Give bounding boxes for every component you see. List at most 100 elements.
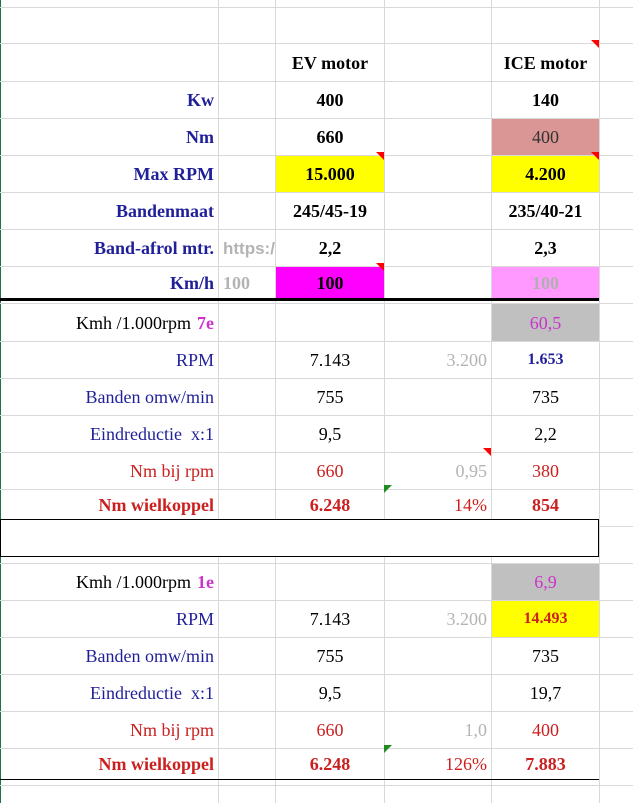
spec-extra[interactable]: https:/ [223,238,275,258]
calc-ice-value[interactable]: 14.493 [523,610,568,627]
spec-label[interactable]: Kw [187,90,214,110]
gear-title-cell[interactable]: Kmh /1.000rpm 7e [0,304,218,341]
calc-mid-value[interactable]: 14% [454,494,487,515]
calc-ev-value[interactable]: 6.248 [309,754,351,774]
gridline [0,563,633,564]
calc-label[interactable]: Nm wielkoppel [98,754,214,774]
calc-ev-value[interactable]: 660 [316,461,344,481]
spec-ice-value[interactable]: 2,3 [534,238,557,258]
calc-label[interactable]: Eindreductie x:1 [90,683,214,703]
spec-label[interactable]: Max RPM [133,164,214,184]
gridline [0,155,633,156]
calc-ev-value[interactable]: 6.248 [309,494,351,515]
comment-indicator [384,485,392,493]
calc-ice-value[interactable]: 2,2 [534,424,557,444]
spec-label[interactable]: Nm [186,127,214,147]
calc-ice-value[interactable]: 380 [532,461,559,481]
calc-label[interactable]: Banden omw/min [85,646,215,666]
header-ice[interactable]: ICE motor [503,52,588,73]
yellow-fill [492,156,599,192]
calc-ice-value[interactable]: 400 [532,720,559,740]
calc-mid-value[interactable]: 0,95 [455,461,488,481]
rose-fill [492,119,599,155]
calc-ice-value[interactable]: 7.883 [525,754,566,774]
spec-ice-value[interactable]: 400 [532,127,559,147]
gridline [0,378,633,379]
gridline [0,303,633,304]
section-divider [0,298,599,301]
calc-ev-value[interactable]: 7.143 [309,350,351,370]
comment-indicator [384,745,392,753]
gridline [218,0,219,803]
gray-fill [492,564,599,600]
spec-ice-value[interactable]: 4.200 [525,164,566,184]
calc-label[interactable]: Banden omw/min [85,387,215,407]
gridline [491,0,492,803]
calc-label[interactable]: Nm bij rpm [130,720,214,740]
calc-ice-value[interactable]: 854 [532,494,559,515]
spec-label[interactable]: Band-afrol mtr. [93,238,214,258]
calc-label[interactable]: Nm wielkoppel [98,494,214,515]
spec-ice-value[interactable]: 140 [532,90,559,110]
gridline [0,785,633,786]
gear-title: Kmh /1.000rpm [76,312,191,333]
gridline [275,0,276,803]
gridline [599,0,600,803]
gridline [0,637,633,638]
gray-fill [492,304,599,341]
spec-ev-value[interactable]: 245/45-19 [293,201,367,221]
gear-label: 7e [197,312,214,333]
calc-label[interactable]: RPM [175,350,214,370]
spec-label[interactable]: Km/h [169,272,214,293]
gear-title-cell[interactable]: Kmh /1.000rpm 1e [0,564,218,600]
spec-ev-value[interactable]: 2,2 [318,238,342,258]
calc-mid-value[interactable]: 126% [445,754,487,774]
calc-ev-value[interactable]: 9,5 [318,424,342,444]
header-ev[interactable]: EV motor [291,52,369,73]
spec-ev-value[interactable]: 400 [316,90,344,110]
spec-ev-value[interactable]: 660 [316,127,344,147]
yellow-fill [276,156,384,192]
calc-label[interactable]: RPM [175,609,214,629]
spec-extra[interactable]: 100 [223,272,250,293]
calc-ice-value[interactable]: 735 [532,646,559,666]
gear-ice-kmh[interactable]: 6,9 [534,572,557,592]
gridline [0,674,633,675]
gridline [0,748,633,749]
calc-mid-value[interactable]: 1,0 [464,720,488,740]
spec-ice-value[interactable]: 100 [532,272,559,293]
spec-ev-value[interactable]: 100 [316,272,344,293]
spacer-row-box [0,519,599,557]
calc-ev-value[interactable]: 755 [316,387,344,407]
gear-label: 1e [197,572,214,592]
spec-label[interactable]: Bandenmaat [115,201,214,221]
comment-indicator [376,263,384,271]
gridline [0,711,633,712]
calc-mid-value[interactable]: 3.200 [446,609,488,629]
calc-ev-value[interactable]: 9,5 [318,683,342,703]
calc-ev-value[interactable]: 755 [316,646,344,666]
comment-indicator [591,152,599,160]
comment-indicator [591,40,599,48]
gridline [0,600,633,601]
calc-label[interactable]: Nm bij rpm [130,461,214,481]
calc-ice-value[interactable]: 735 [532,387,559,407]
calc-label[interactable]: Eindreductie x:1 [90,424,214,444]
gridline [0,229,633,230]
gridline [0,452,633,453]
calc-ev-value[interactable]: 7.143 [309,609,351,629]
spec-ice-value[interactable]: 235/40-21 [508,201,583,221]
gridline [0,81,633,82]
gear-title: Kmh /1.000rpm [76,572,191,592]
calc-mid-value[interactable]: 3.200 [446,350,488,370]
magenta-fill [276,267,384,298]
gear-ice-kmh[interactable]: 60,5 [529,312,562,333]
gridline [0,415,633,416]
yellow-fill [492,601,599,637]
calc-ice-value[interactable]: 1.653 [527,351,564,368]
calc-ev-value[interactable]: 660 [316,720,344,740]
calc-ice-value[interactable]: 19,7 [529,683,562,703]
comment-indicator [483,448,491,456]
spec-ev-value[interactable]: 15.000 [305,164,355,184]
